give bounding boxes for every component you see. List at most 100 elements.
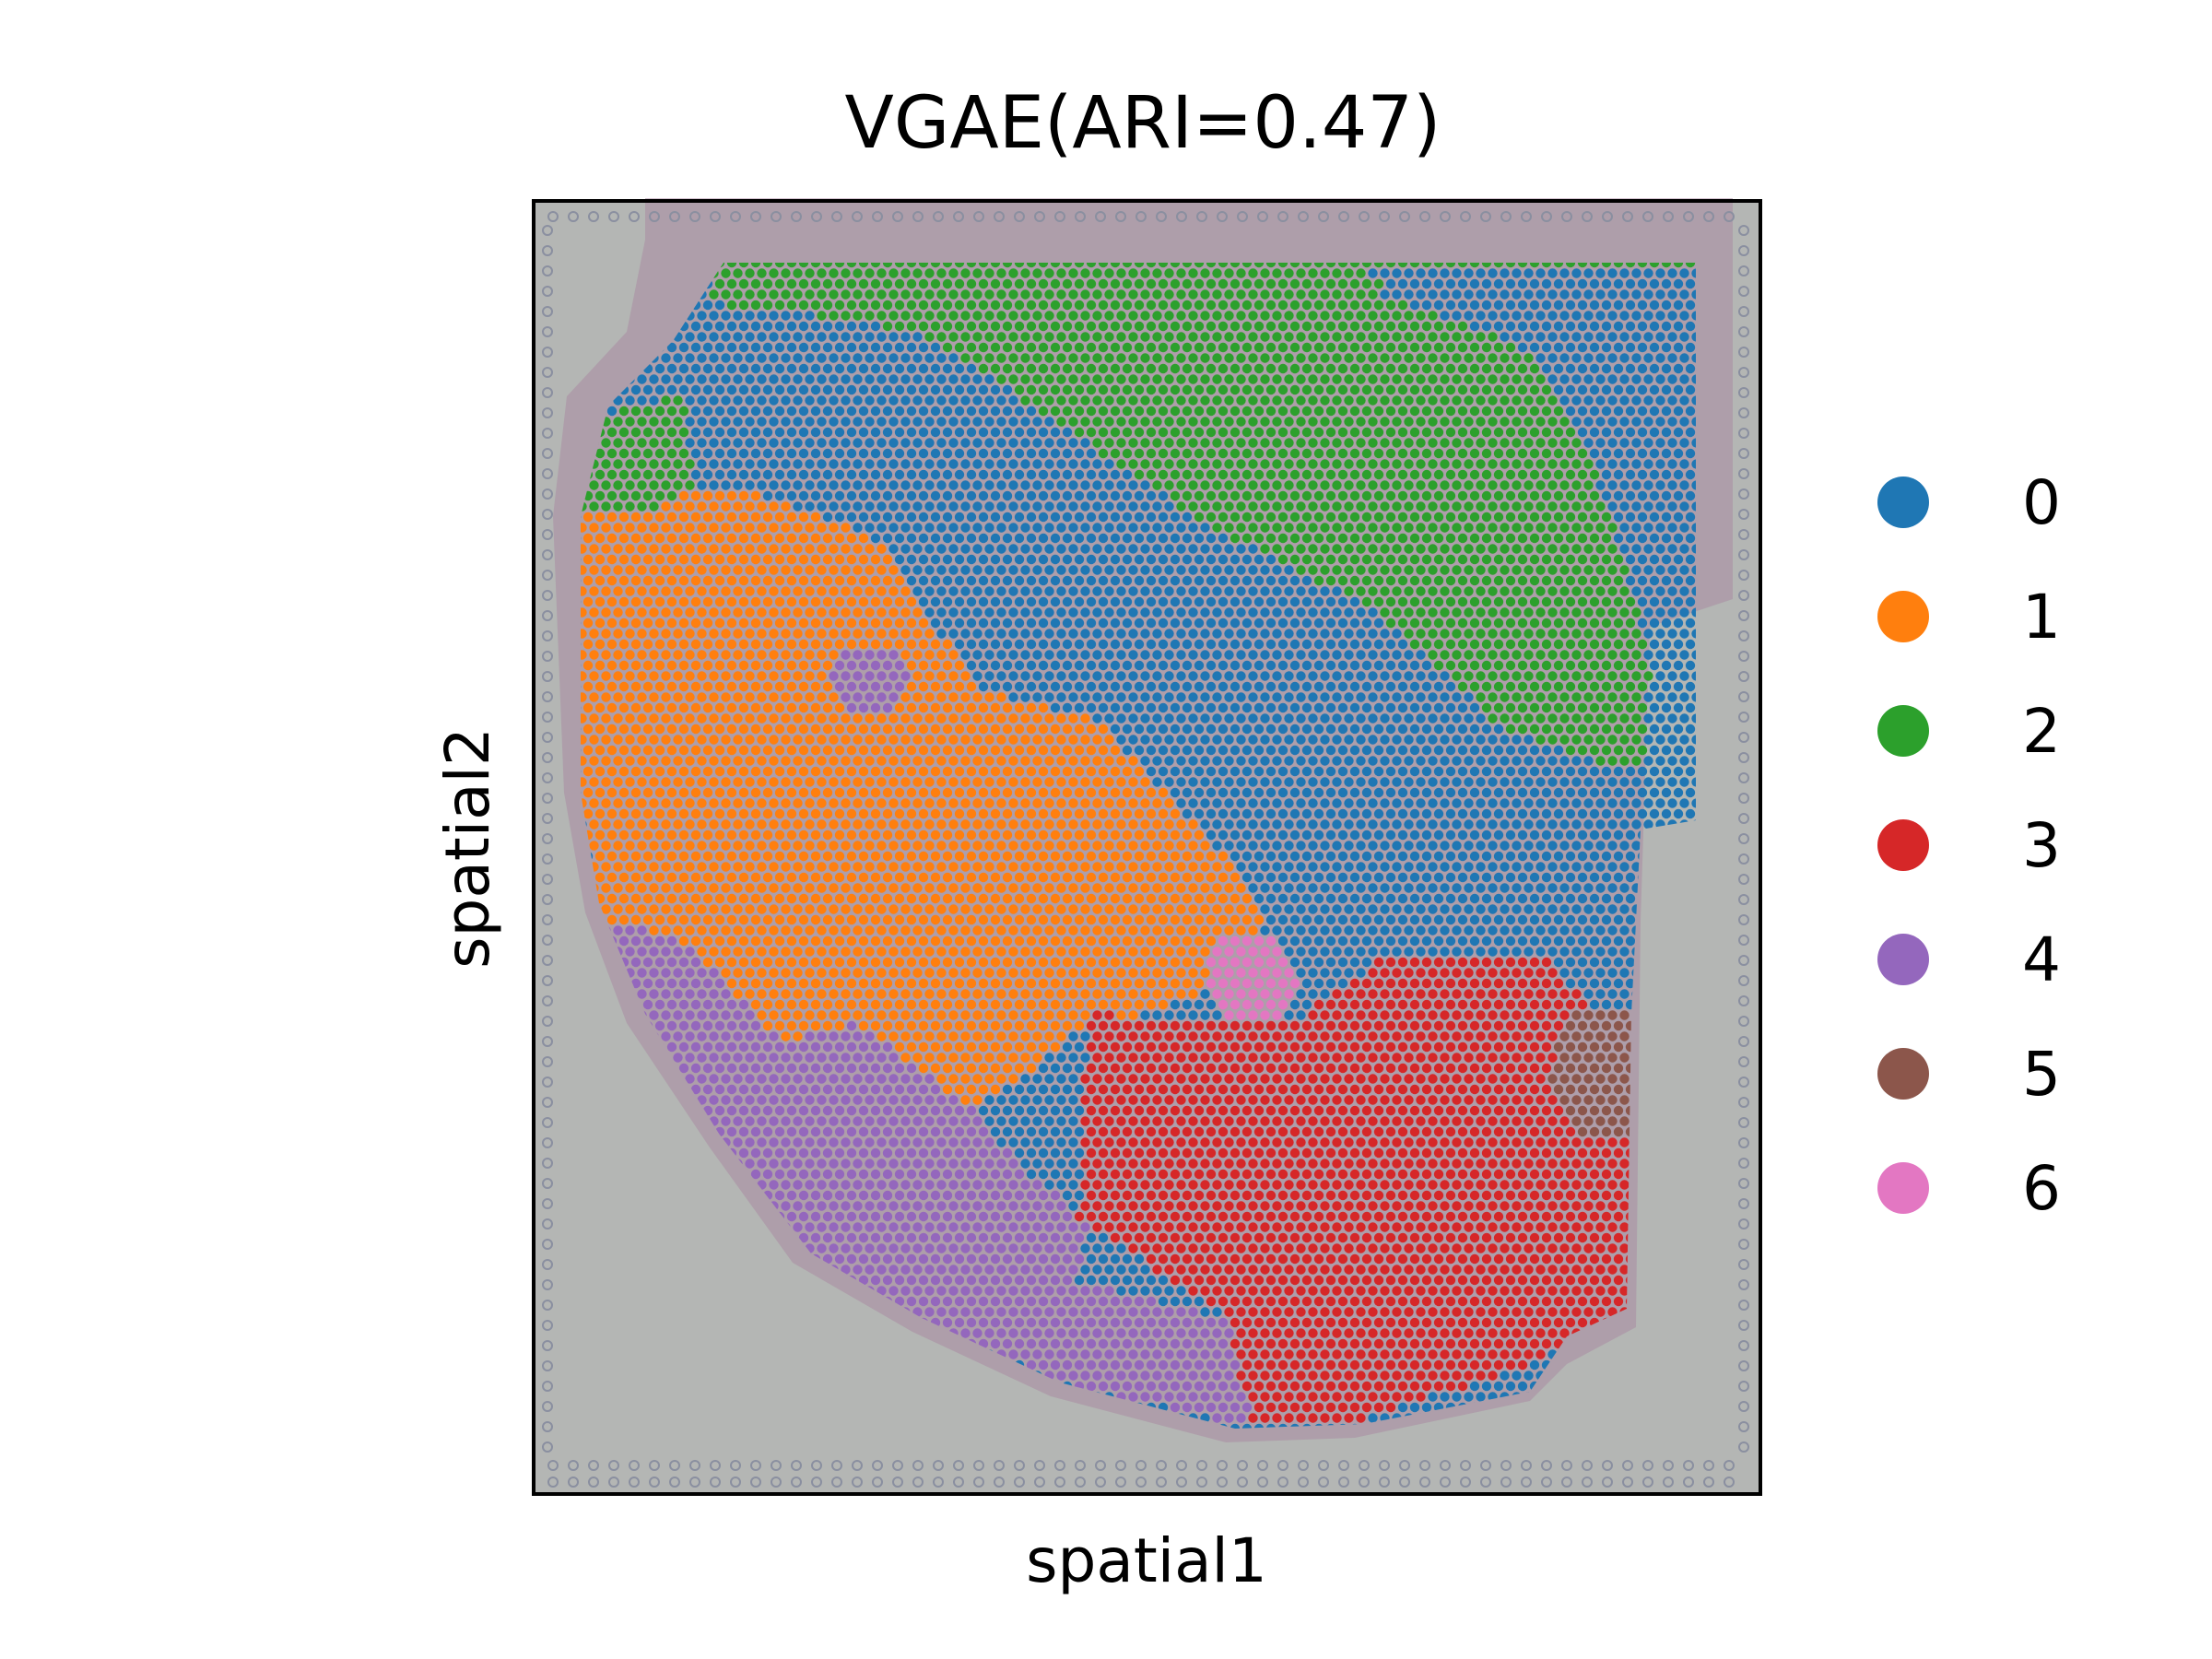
spot-cluster-2 — [1128, 459, 1138, 469]
spot-cluster-2 — [1595, 671, 1606, 681]
spot-cluster-0 — [1613, 363, 1624, 374]
spot-cluster-2 — [1188, 501, 1198, 512]
spot-cluster-2 — [1397, 575, 1408, 586]
spot-cluster-0 — [1320, 629, 1330, 639]
spot-cluster-1 — [630, 660, 641, 671]
spot-cluster-2 — [1583, 544, 1594, 554]
spot-cluster-0 — [1014, 427, 1025, 438]
spot-cluster-2 — [1571, 459, 1582, 469]
spot-cluster-2 — [618, 469, 629, 480]
spot-cluster-0 — [1416, 268, 1426, 278]
spot-cluster-0 — [1032, 459, 1042, 469]
spot-cluster-0 — [1002, 533, 1013, 544]
spot-cluster-0 — [1559, 756, 1570, 766]
spot-cluster-1 — [930, 681, 941, 692]
spot-cluster-2 — [1452, 501, 1462, 512]
spot-cluster-0 — [1044, 544, 1054, 554]
spot-cluster-0 — [822, 363, 833, 374]
spot-cluster-2 — [1452, 417, 1462, 427]
spot-cluster-0 — [1104, 629, 1114, 639]
spot-cluster-2 — [774, 300, 785, 311]
spot-cluster-1 — [888, 735, 899, 745]
spot-cluster-0 — [984, 374, 994, 384]
spot-cluster-0 — [1260, 650, 1270, 660]
spot-cluster-0 — [1188, 692, 1198, 702]
spot-cluster-0 — [774, 427, 785, 438]
spot-cluster-2 — [1469, 639, 1480, 650]
spot-cluster-2 — [1122, 427, 1133, 438]
spot-cluster-0 — [1080, 607, 1090, 618]
spot-cluster-0 — [1110, 469, 1121, 480]
spot-cluster-2 — [1218, 427, 1229, 438]
spot-cluster-0 — [1158, 596, 1169, 607]
spot-cluster-1 — [685, 735, 695, 745]
spot-cluster-1 — [606, 702, 618, 713]
spot-cluster-0 — [1241, 745, 1253, 756]
spot-cluster-2 — [810, 300, 821, 311]
spot-cluster-0 — [1373, 745, 1384, 756]
spot-cluster-2 — [1248, 417, 1258, 427]
spot-cluster-2 — [1500, 565, 1510, 575]
spot-cluster-1 — [769, 629, 779, 639]
spot-cluster-2 — [726, 263, 737, 268]
spot-cluster-0 — [834, 384, 845, 395]
spot-cluster-1 — [714, 533, 725, 544]
spot-cluster-1 — [817, 523, 827, 533]
spot-cluster-0 — [1524, 332, 1534, 342]
spot-cluster-2 — [1056, 353, 1066, 363]
spot-cluster-1 — [906, 745, 917, 756]
spot-cluster-0 — [960, 374, 971, 384]
spot-cluster-0 — [702, 321, 713, 332]
spot-cluster-0 — [1044, 692, 1054, 702]
fiducial-marker — [973, 211, 984, 222]
fiducial-marker — [542, 367, 553, 378]
spot-cluster-0 — [1313, 660, 1324, 671]
spot-cluster-0 — [1020, 629, 1030, 639]
spot-cluster-2 — [1488, 395, 1498, 406]
spot-cluster-0 — [1667, 459, 1677, 469]
spot-cluster-2 — [1505, 660, 1516, 671]
spot-cluster-0 — [1691, 332, 1696, 342]
spot-cluster-1 — [618, 512, 629, 523]
spot-cluster-2 — [618, 448, 629, 459]
spot-cluster-2 — [1289, 490, 1300, 501]
spot-cluster-0 — [1080, 692, 1090, 702]
spot-cluster-2 — [642, 469, 653, 480]
spot-cluster-0 — [1056, 607, 1066, 618]
spot-cluster-2 — [1529, 660, 1540, 671]
spot-cluster-0 — [750, 321, 761, 332]
spot-cluster-2 — [1116, 459, 1126, 469]
spot-cluster-0 — [1500, 735, 1510, 745]
spot-cluster-0 — [1104, 459, 1114, 469]
spot-cluster-0 — [1325, 660, 1336, 671]
spot-cluster-2 — [1356, 501, 1366, 512]
fiducial-marker — [1738, 894, 1749, 905]
spot-cluster-1 — [781, 756, 791, 766]
spot-cluster-2 — [1397, 384, 1408, 395]
spot-cluster-0 — [1691, 607, 1696, 618]
spot-cluster-1 — [1044, 735, 1054, 745]
spot-cluster-2 — [1517, 639, 1528, 650]
spot-cluster-2 — [1559, 650, 1570, 660]
spot-cluster-0 — [1619, 438, 1630, 448]
spot-cluster-2 — [1086, 427, 1097, 438]
spot-cluster-2 — [1529, 263, 1540, 268]
spot-cluster-1 — [594, 575, 606, 586]
spot-cluster-0 — [918, 469, 929, 480]
spot-cluster-2 — [1416, 395, 1426, 406]
spot-cluster-2 — [1637, 660, 1648, 671]
spot-cluster-0 — [1176, 650, 1186, 660]
fiducial-marker — [1602, 211, 1613, 222]
spot-cluster-2 — [793, 268, 803, 278]
spot-cluster-2 — [1361, 490, 1372, 501]
spot-cluster-0 — [1392, 735, 1402, 745]
spot-cluster-0 — [1146, 681, 1157, 692]
spot-cluster-1 — [1134, 766, 1145, 777]
spot-cluster-2 — [1320, 523, 1330, 533]
spot-cluster-2 — [1325, 427, 1336, 438]
spot-cluster-0 — [1500, 311, 1510, 321]
spot-cluster-0 — [661, 353, 671, 363]
spot-cluster-1 — [661, 501, 671, 512]
spot-cluster-0 — [1691, 374, 1696, 384]
spot-cluster-2 — [1524, 374, 1534, 384]
